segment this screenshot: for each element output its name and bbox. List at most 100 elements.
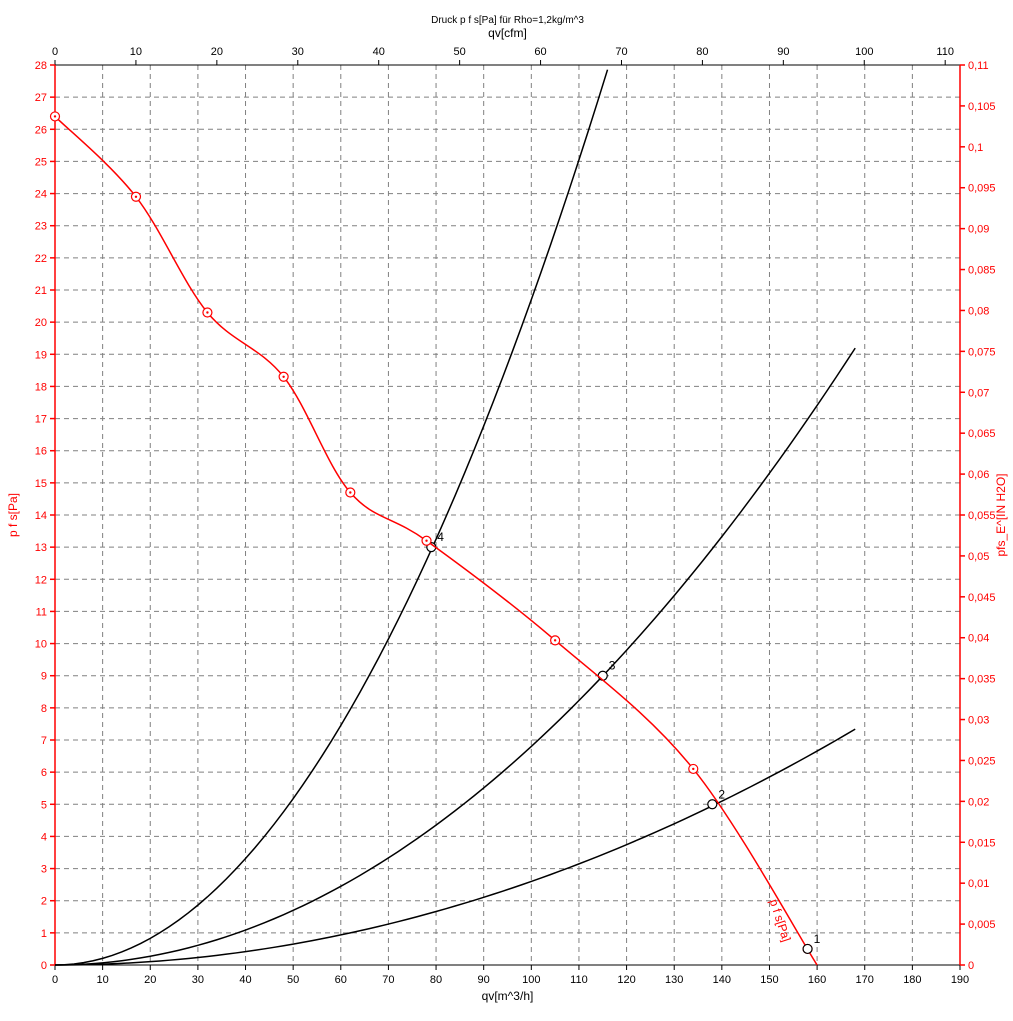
left-tick-label: 20 [35, 317, 47, 329]
right-tick-label: 0,07 [968, 387, 989, 399]
left-tick-label: 22 [35, 253, 47, 265]
left-tick-label: 18 [35, 381, 47, 393]
left-tick-label: 3 [41, 864, 47, 876]
top-tick-label: 110 [936, 46, 954, 58]
right-tick-label: 0,035 [968, 674, 996, 686]
fan-marker-dot [692, 768, 694, 770]
left-tick-label: 15 [35, 478, 47, 490]
bottom-tick-label: 90 [478, 974, 490, 986]
bottom-tick-label: 40 [239, 974, 251, 986]
right-tick-label: 0,01 [968, 878, 989, 890]
intersect-label-3: 3 [609, 659, 616, 673]
left-tick-label: 5 [41, 799, 47, 811]
bottom-tick-label: 10 [97, 974, 109, 986]
bottom-axis-label: qv[m^3/h] [482, 989, 534, 1003]
intersect-marker-2 [708, 800, 717, 809]
right-tick-label: 0,015 [968, 837, 996, 849]
intersect-marker-1 [803, 944, 812, 953]
bottom-tick-label: 140 [713, 974, 731, 986]
intersect-label-2: 2 [718, 787, 725, 801]
left-tick-label: 8 [41, 703, 47, 715]
left-tick-label: 6 [41, 767, 47, 779]
left-tick-label: 27 [35, 92, 47, 104]
right-tick-label: 0,005 [968, 919, 996, 931]
left-tick-label: 19 [35, 349, 47, 361]
bottom-tick-label: 20 [144, 974, 156, 986]
right-tick-label: 0,055 [968, 510, 996, 522]
bottom-tick-label: 120 [617, 974, 635, 986]
top-tick-label: 80 [696, 46, 708, 58]
bottom-tick-label: 130 [665, 974, 683, 986]
right-tick-label: 0,11 [968, 60, 989, 72]
left-tick-label: 16 [35, 446, 47, 458]
left-tick-label: 7 [41, 735, 47, 747]
resistance-curve-3 [55, 348, 855, 965]
resistance-curve-4 [55, 70, 608, 965]
top-tick-label: 20 [211, 46, 223, 58]
right-tick-label: 0,025 [968, 755, 996, 767]
bottom-tick-label: 160 [808, 974, 826, 986]
fan-marker-dot [282, 376, 284, 378]
chart-svg: 0102030405060708090100110120130140150160… [0, 0, 1013, 1021]
bottom-tick-label: 60 [335, 974, 347, 986]
left-tick-label: 28 [35, 60, 47, 72]
right-tick-label: 0 [968, 960, 974, 972]
top-tick-label: 40 [373, 46, 385, 58]
left-tick-label: 10 [35, 639, 47, 651]
right-tick-label: 0,045 [968, 592, 996, 604]
bottom-tick-label: 100 [522, 974, 540, 986]
left-tick-label: 0 [41, 960, 47, 972]
intersect-marker-3 [598, 671, 607, 680]
top-tick-label: 0 [52, 46, 58, 58]
left-tick-label: 11 [36, 606, 47, 618]
bottom-tick-label: 170 [856, 974, 874, 986]
left-tick-label: 13 [35, 542, 47, 554]
bottom-tick-label: 180 [903, 974, 921, 986]
right-tick-label: 0,05 [968, 551, 989, 563]
right-tick-label: 0,04 [968, 633, 989, 645]
fan-marker-dot [425, 540, 427, 542]
bottom-tick-label: 80 [430, 974, 442, 986]
top-tick-label: 70 [615, 46, 627, 58]
intersect-label-4: 4 [437, 530, 444, 544]
fan-curve-inline-label: p f s[Pa] [767, 897, 794, 943]
right-tick-label: 0,085 [968, 265, 996, 277]
bottom-tick-label: 110 [570, 974, 588, 986]
right-tick-label: 0,075 [968, 346, 996, 358]
fan-marker-dot [206, 311, 208, 313]
chart-title: Druck p f s[Pa] für Rho=1,2kg/m^3 [431, 15, 584, 26]
top-tick-label: 90 [777, 46, 789, 58]
top-tick-label: 10 [130, 46, 142, 58]
right-tick-label: 0,105 [968, 101, 996, 113]
right-tick-label: 0,09 [968, 224, 989, 236]
right-tick-label: 0,03 [968, 715, 989, 727]
left-tick-label: 4 [41, 831, 47, 843]
top-tick-label: 30 [292, 46, 304, 58]
fan-marker-dot [135, 196, 137, 198]
left-tick-label: 9 [41, 671, 47, 683]
left-tick-label: 26 [35, 124, 47, 136]
right-tick-label: 0,02 [968, 796, 989, 808]
left-tick-label: 14 [35, 510, 47, 522]
bottom-tick-label: 0 [52, 974, 58, 986]
left-tick-label: 12 [35, 574, 47, 586]
top-axis-label: qv[cfm] [488, 26, 527, 40]
right-tick-label: 0,06 [968, 469, 989, 481]
resistance-curve-2 [55, 729, 855, 965]
left-tick-label: 23 [35, 221, 47, 233]
left-axis-label: p f s[Pa] [6, 493, 20, 537]
right-tick-label: 0,1 [968, 142, 983, 154]
chart-container: 0102030405060708090100110120130140150160… [0, 0, 1013, 1021]
left-tick-label: 1 [41, 928, 47, 940]
bottom-tick-label: 70 [382, 974, 394, 986]
top-tick-label: 60 [534, 46, 546, 58]
fan-marker-dot [554, 639, 556, 641]
left-tick-label: 21 [35, 285, 47, 297]
top-tick-label: 100 [855, 46, 873, 58]
left-tick-label: 25 [35, 156, 47, 168]
left-tick-label: 2 [41, 896, 47, 908]
bottom-tick-label: 50 [287, 974, 299, 986]
right-tick-label: 0,095 [968, 183, 996, 195]
right-tick-label: 0,08 [968, 305, 989, 317]
bottom-tick-label: 150 [760, 974, 778, 986]
